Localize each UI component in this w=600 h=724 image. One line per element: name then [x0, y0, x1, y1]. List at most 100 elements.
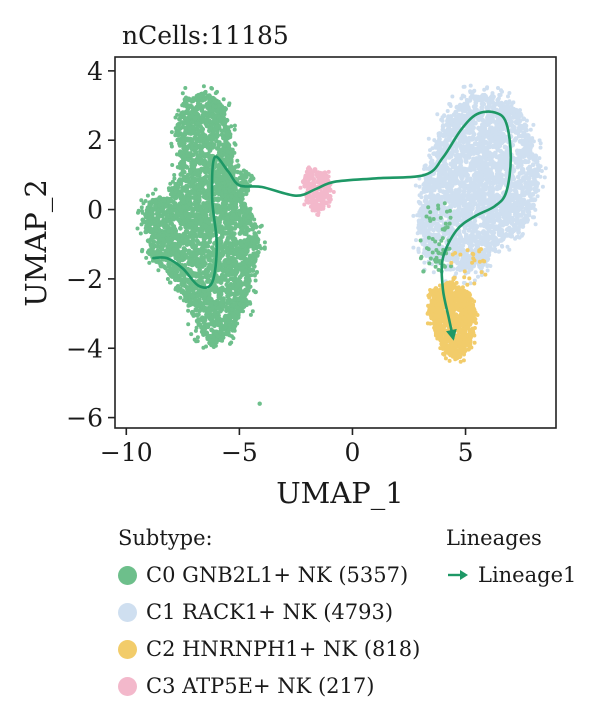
cell-point-c1	[531, 122, 536, 127]
cell-point-c0	[217, 103, 223, 109]
cell-point-c0	[193, 106, 199, 112]
cell-point-c1	[464, 173, 470, 178]
cell-point-c1	[463, 167, 469, 172]
cell-point-c1	[516, 184, 521, 190]
cell-point-c1	[507, 225, 512, 230]
cell-point-c1	[459, 183, 465, 189]
cell-point-c0	[168, 203, 174, 209]
cell-point-c1	[486, 179, 491, 185]
cell-point-c1	[416, 199, 421, 204]
cell-point-c1	[500, 244, 505, 249]
cell-point-c1	[480, 199, 485, 205]
cell-point-c0	[219, 210, 225, 216]
cell-point-c0	[216, 289, 221, 295]
cell-point-c1	[453, 240, 459, 246]
cell-point-c0	[198, 250, 204, 256]
cell-point-c1	[417, 209, 423, 215]
cell-point-c0	[180, 221, 186, 227]
cell-point-c1	[451, 213, 457, 219]
cell-point-c1	[485, 144, 491, 150]
cell-point-c1	[538, 164, 543, 169]
cell-point-c0	[224, 247, 230, 252]
cell-point-c1	[510, 115, 515, 120]
cell-point-c1	[498, 222, 503, 228]
cell-point-c1	[519, 202, 525, 208]
cell-point-c0	[207, 126, 213, 132]
cell-point-c1	[490, 91, 495, 96]
cell-point-c1	[487, 197, 492, 202]
cell-point-c0	[206, 290, 212, 296]
cell-point-c1	[529, 143, 534, 147]
cell-point-c1	[480, 215, 486, 221]
cell-point-c1	[526, 186, 531, 190]
cell-point-c1	[431, 193, 437, 199]
cell-point-c1	[464, 253, 469, 259]
cell-point-c0	[203, 209, 209, 214]
cell-point-c1	[482, 92, 487, 97]
cell-point-c0	[200, 315, 206, 321]
cell-point-c1	[447, 170, 453, 176]
cell-point-c1	[506, 105, 511, 110]
cell-point-c1	[490, 152, 496, 158]
cell-point-c0	[156, 214, 162, 219]
cell-point-c1	[507, 212, 512, 218]
cell-point-c1	[458, 120, 463, 126]
cell-point-c0	[179, 135, 185, 141]
cell-point-c1	[426, 136, 431, 141]
cell-point-c0	[219, 243, 225, 249]
cell-point-c1	[421, 182, 426, 187]
cell-point-c1	[428, 164, 433, 169]
cell-point-c1	[450, 123, 455, 127]
cell-point-c1	[493, 224, 499, 230]
cell-point-c0	[207, 231, 213, 237]
cell-point-c1	[435, 179, 441, 185]
cell-point-c1	[481, 123, 487, 129]
cell-point-c1	[532, 215, 536, 220]
cell-point-c1	[442, 160, 448, 166]
cell-point-c1	[503, 109, 508, 115]
cell-point-c1	[460, 258, 465, 263]
cell-point-c1	[518, 108, 522, 113]
cell-point-c1	[459, 237, 465, 243]
cell-point-c1	[473, 270, 478, 275]
cell-point-c1	[496, 249, 501, 254]
cell-point-c1	[515, 160, 520, 166]
cell-point-c1	[538, 174, 543, 179]
cell-point-c0	[198, 135, 204, 141]
cell-point-c1	[474, 224, 480, 230]
cell-point-c1	[511, 100, 516, 105]
cell-point-c1	[542, 175, 547, 180]
cell-point-c1	[466, 270, 471, 275]
cell-point-c1	[444, 165, 450, 171]
cell-point-c1	[481, 221, 487, 226]
cell-point-c0	[201, 262, 207, 268]
cell-point-c1	[441, 134, 446, 138]
cell-point-c1	[429, 158, 435, 164]
cell-point-c0	[166, 199, 172, 205]
cell-point-c0	[197, 143, 202, 149]
cell-point-c0	[193, 199, 198, 205]
cell-point-c1	[476, 187, 481, 193]
cell-point-c1	[514, 222, 518, 227]
cell-point-c1	[467, 244, 473, 249]
cell-point-c1	[509, 234, 514, 238]
cell-point-c1	[526, 134, 531, 139]
cell-point-c0	[196, 197, 202, 203]
cell-point-c1	[461, 84, 466, 89]
cell-point-c1	[528, 127, 533, 132]
cell-point-c0	[234, 246, 240, 252]
cell-point-c1	[526, 180, 531, 186]
cell-point-c1	[437, 170, 442, 176]
cell-point-c1	[460, 139, 466, 145]
cell-point-c0	[212, 99, 218, 104]
cell-point-c0	[225, 237, 230, 243]
cell-point-c1	[479, 190, 485, 196]
cell-point-c1	[533, 207, 538, 212]
cell-point-c0	[210, 253, 216, 258]
cell-point-c1	[519, 198, 525, 203]
cell-point-c1	[536, 188, 541, 193]
cell-point-c0	[190, 129, 196, 134]
cell-point-c1	[476, 255, 482, 261]
cell-point-c1	[498, 105, 504, 111]
cell-point-c0	[206, 257, 212, 263]
